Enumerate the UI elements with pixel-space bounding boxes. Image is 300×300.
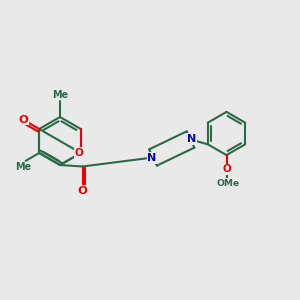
Text: O: O [78,185,87,196]
Text: Me: Me [15,162,31,172]
Text: O: O [222,164,231,175]
Text: Me: Me [52,90,69,100]
Text: O: O [18,115,28,125]
Text: N: N [187,134,196,144]
Text: O: O [75,148,84,158]
Text: OMe: OMe [216,178,240,188]
Text: N: N [148,153,157,163]
